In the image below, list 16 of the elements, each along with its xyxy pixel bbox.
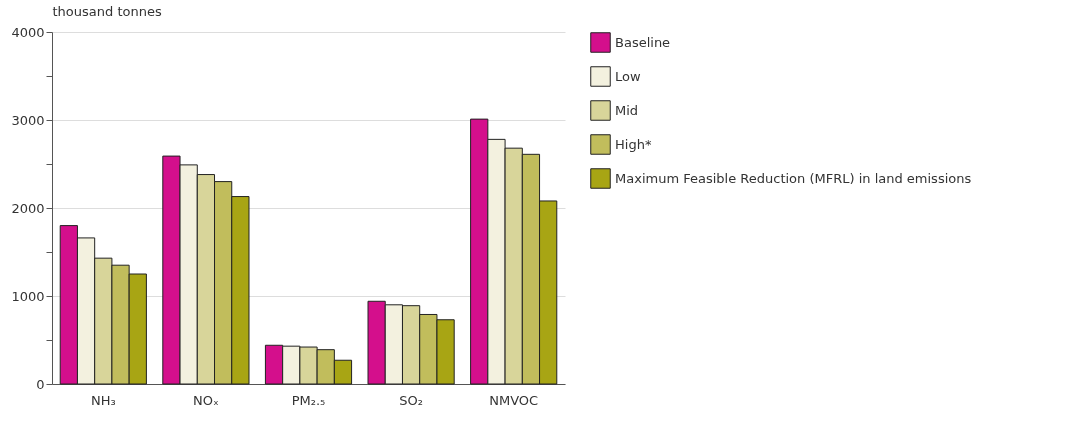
x-tick-label: NMVOC <box>489 392 539 408</box>
x-tick-label: NOₓ <box>193 392 219 408</box>
x-tick-label: SO₂ <box>399 392 423 408</box>
y-tick-label: 2000 <box>11 200 45 216</box>
legend-label: High* <box>615 136 652 152</box>
y-tick-label: 0 <box>36 376 45 392</box>
legend-label: Baseline <box>615 34 671 50</box>
y-tick-label: 3000 <box>11 112 45 128</box>
y-tick-label: 4000 <box>11 24 45 40</box>
x-tick-label: NH₃ <box>90 392 116 408</box>
legend-label: Low <box>615 68 641 84</box>
legend-label: Maximum Feasible Reduction (MFRL) in land emissions <box>615 170 972 186</box>
y-axis-title: thousand tonnes <box>52 3 162 19</box>
x-tick-label: PM₂.₅ <box>291 392 326 408</box>
legend-label: Mid <box>615 102 639 118</box>
y-tick-label: 1000 <box>11 288 45 304</box>
